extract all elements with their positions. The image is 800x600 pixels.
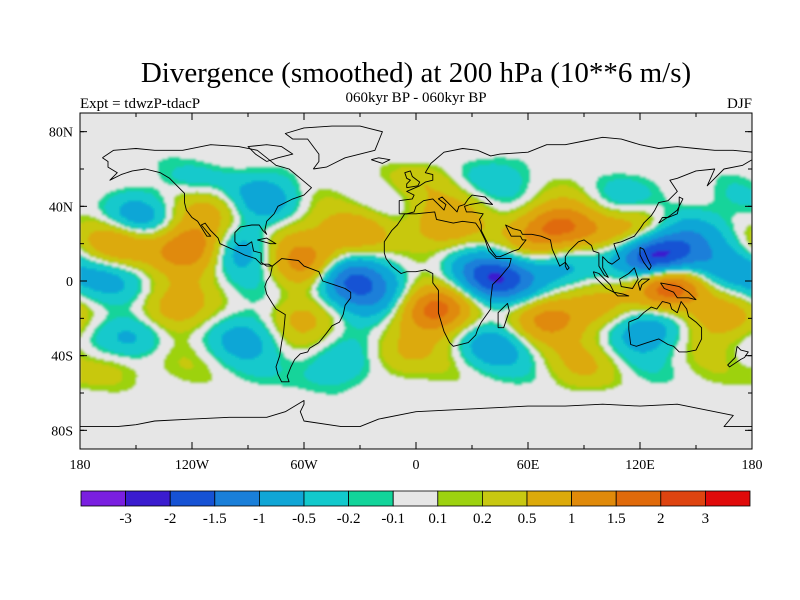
lat-tick-label: 40N [49, 200, 73, 215]
colorbar-swatch [80, 490, 126, 507]
lon-tick-label: 0 [413, 458, 420, 473]
lat-tick-label: 0 [66, 275, 73, 290]
coastline-japan [658, 196, 684, 224]
colorbar-swatch [437, 490, 483, 507]
colorbar-swatch [392, 490, 439, 507]
coastline-australia [628, 301, 703, 353]
colorbar-label: -0.2 [337, 511, 361, 527]
colorbar-swatch [660, 490, 706, 507]
colorbar-label: 1.5 [607, 511, 626, 527]
coastline-borneo [619, 267, 639, 289]
coastline-iceland [371, 157, 391, 164]
colorbar-swatch [615, 490, 662, 507]
coastlines [80, 125, 752, 428]
latitude-axis: 80N 40N 0 40S 80S [49, 126, 752, 439]
lat-tick-label: 80N [49, 126, 73, 141]
lon-tick-label: 60W [290, 458, 318, 473]
colorbar-swatch [169, 490, 216, 507]
colorbar-label: -1 [253, 511, 266, 527]
coastline-greenland [284, 125, 383, 170]
lon-tick-label: 60E [517, 458, 540, 473]
colorbar-swatch [348, 490, 394, 507]
coastline-great-britain [404, 170, 421, 189]
coastline-java [613, 291, 630, 297]
colorbar: -3 -2 -1.5 -1 -0.5 -0.2 -0.1 0.1 0.2 0.5 1 1.5 2 3 [80, 490, 751, 527]
colorbar-label: -1.5 [203, 511, 227, 527]
colorbar-label: 3 [702, 511, 710, 527]
colorbar-label: -2 [164, 511, 177, 527]
colorbar-label: 0.5 [518, 511, 537, 527]
coastline-cuba [257, 237, 277, 245]
colorbar-label: -3 [119, 511, 132, 527]
colorbar-label: 2 [657, 511, 665, 527]
period-label: 060kyr BP - 060kyr BP [345, 90, 486, 106]
colorbar-label: 0.2 [473, 511, 492, 527]
colorbar-swatch [571, 490, 617, 507]
coastline-sulawesi [637, 278, 650, 291]
map-plot-area [80, 113, 752, 449]
lat-tick-label: 40S [51, 350, 73, 365]
coastline-sri-lanka [564, 262, 570, 271]
divergence-field [80, 113, 752, 449]
lon-tick-label: 120W [175, 458, 210, 473]
coastline-madagascar [497, 302, 510, 329]
coastline-south-america [264, 258, 352, 383]
coastline-africa [383, 211, 512, 347]
colorbar-swatch [705, 490, 751, 507]
colorbar-swatch [526, 490, 572, 507]
coastline-north-america [102, 144, 312, 267]
coastline-antarctica [80, 400, 752, 428]
coastline-baffin [247, 144, 294, 162]
coastline-eurasia [398, 136, 752, 278]
colorbar-label: -0.1 [381, 511, 405, 527]
lon-tick-label: 180 [742, 458, 763, 473]
longitude-axis: 180 120W 60W 0 60E 120E 180 [70, 113, 763, 473]
lon-tick-label: 120E [625, 458, 655, 473]
lon-tick-label: 180 [70, 458, 91, 473]
map-title: Divergence (smoothed) at 200 hPa (10**6 … [141, 57, 691, 89]
colorbar-label: 0.1 [428, 511, 447, 527]
coastline-new-guinea [660, 282, 697, 301]
colorbar-swatch [481, 490, 528, 507]
experiment-label: Expt = tdwzP-tdacP [80, 96, 200, 112]
colorbar-label: -0.5 [292, 511, 316, 527]
colorbar-swatch [258, 490, 305, 507]
coastline-new-zealand [727, 345, 749, 368]
colorbar-swatch [303, 490, 349, 507]
coastline-philippines [639, 246, 652, 271]
colorbar-label: 1 [568, 511, 576, 527]
colorbar-swatch [125, 490, 171, 507]
season-label: DJF [727, 96, 752, 112]
colorbar-swatch [214, 490, 260, 507]
lat-tick-label: 80S [51, 424, 73, 439]
